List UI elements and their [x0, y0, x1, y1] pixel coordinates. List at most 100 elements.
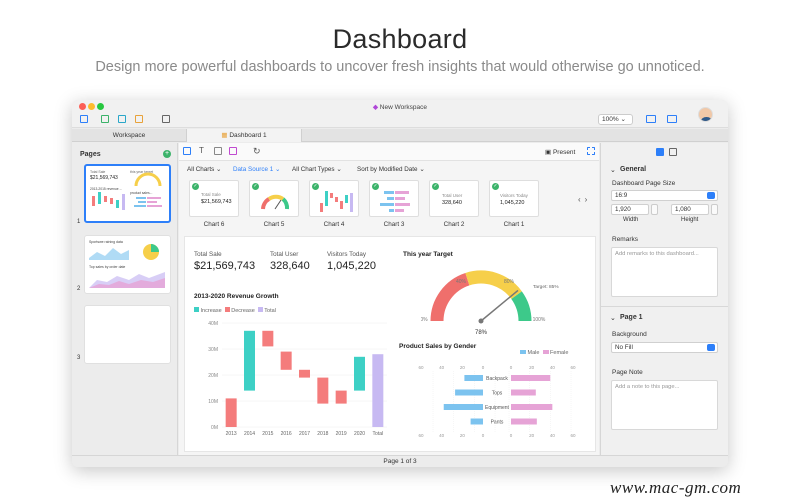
waterfall-bar[interactable] — [354, 356, 365, 391]
x-tick-label: 60 — [418, 365, 424, 370]
dashboard-canvas[interactable]: Total Sale $21,569,743 Total User 328,64… — [184, 236, 596, 452]
chart-carousel-arrows: ‹› — [578, 195, 591, 204]
page-section-title[interactable]: ⌄ Page 1 — [610, 314, 643, 322]
check-icon: ✓ — [192, 183, 199, 190]
tab-workspace[interactable]: Workspace — [72, 129, 187, 142]
zoom-value: 100% — [602, 116, 619, 123]
width-stepper[interactable] — [651, 204, 658, 215]
kpi-value: $21,569,743 — [194, 260, 256, 272]
height-label: Height — [681, 217, 699, 223]
duplicate-icon[interactable] — [162, 115, 170, 123]
zoom-select[interactable]: 100% ⌄ — [598, 114, 633, 125]
thumb2-label2: Top sales by order date — [89, 265, 125, 269]
filter-chart-types[interactable]: All Chart Types ⌄ — [292, 166, 342, 173]
x-tick-label: 40 — [550, 433, 556, 438]
page-number-2: 2 — [77, 286, 81, 292]
page-note-textarea[interactable]: Add a note to this page... — [611, 380, 718, 430]
page-thumbnail-3[interactable] — [84, 305, 171, 364]
waterfall-bar[interactable] — [372, 354, 384, 427]
window-title: ◆ New Workspace — [72, 103, 728, 111]
tab-dashboard-1[interactable]: ▦ Dashboard 1 — [187, 129, 302, 142]
waterfall-bar[interactable] — [225, 398, 237, 427]
thumb1-bar — [104, 196, 107, 202]
format-tab-icon[interactable] — [656, 148, 664, 156]
dataset-icon[interactable] — [118, 115, 126, 123]
width-field[interactable]: 1,920 — [611, 204, 649, 215]
gauge-band — [511, 291, 532, 322]
editor-toolbar: T ↻ ▣ Present — [179, 143, 599, 161]
chart-card-5[interactable]: ✓ Chart 5 — [249, 180, 299, 230]
left-panel-toggle-icon[interactable] — [646, 115, 656, 123]
chart-card-5-label: Chart 5 — [263, 221, 285, 228]
male-bar[interactable] — [455, 389, 483, 396]
chart-card-6[interactable]: ✓ Total Sale $21,569,743 Chart 6 — [189, 180, 239, 230]
waterfall-bar[interactable] — [280, 351, 292, 370]
waterfall-bar[interactable] — [299, 369, 310, 378]
table-icon[interactable] — [135, 115, 143, 123]
filter-all-charts[interactable]: All Charts ⌄ — [187, 166, 221, 173]
male-bar[interactable] — [470, 418, 483, 425]
chart-card-2[interactable]: ✓ Total User 328,640 Chart 2 — [429, 180, 479, 230]
tab-dashboard-label: Dashboard 1 — [229, 132, 267, 139]
thumb1-label3: 2013-2015 revenue ... — [90, 187, 122, 191]
right-panel-toggle-icon[interactable] — [667, 115, 677, 123]
background-select[interactable]: No Fill — [611, 342, 718, 353]
image-icon[interactable] — [214, 147, 222, 155]
female-bar[interactable] — [511, 418, 537, 425]
page-thumbnail-2[interactable]: Sportswe raining data Top sales by order… — [84, 235, 171, 294]
waterfall-title: 2013-2020 Revenue Growth — [194, 293, 279, 300]
add-page-button[interactable]: + — [163, 150, 171, 158]
chevron-down-icon: ⌄ — [275, 166, 281, 173]
filter-all-charts-label: All Charts — [187, 166, 215, 173]
gauge-title: This year Target — [403, 251, 453, 258]
gauge-tick-label: 100% — [533, 317, 546, 323]
copy-icon[interactable] — [101, 115, 109, 123]
waterfall-bar[interactable] — [317, 377, 329, 404]
zoom-window-button[interactable] — [97, 103, 104, 110]
text-icon[interactable]: T — [199, 146, 204, 155]
general-section-title[interactable]: ⌄ General — [610, 166, 646, 174]
data-tab-icon[interactable] — [669, 148, 677, 156]
shape-icon[interactable] — [229, 147, 237, 155]
present-button[interactable]: ▣ Present — [545, 148, 575, 156]
male-bar[interactable] — [464, 375, 483, 381]
waterfall-bar[interactable] — [262, 330, 274, 347]
filter-data-source-label: Data Source 1 — [233, 166, 274, 173]
x-tick-label: 2015 — [262, 431, 273, 437]
close-window-button[interactable] — [79, 103, 86, 110]
height-stepper[interactable] — [711, 204, 718, 215]
chart-card-4[interactable]: ✓ Chart 4 — [309, 180, 359, 230]
thumb1-hbar — [147, 205, 162, 207]
chevron-right-icon[interactable]: › — [584, 195, 592, 204]
page-thumbnail-1[interactable]: Total Sale $21,569,743 this year target … — [84, 164, 171, 223]
female-bar[interactable] — [511, 375, 551, 381]
refresh-icon[interactable]: ↻ — [253, 146, 261, 156]
page-thumbnail-2-preview: Sportswe raining data Top sales by order… — [89, 240, 165, 288]
chart-card-3[interactable]: ✓ Chart 3 — [369, 180, 419, 230]
filter-data-source[interactable]: Data Source 1 ⌄ — [233, 166, 280, 173]
watermark-text: www.mac-gm.com — [610, 478, 742, 497]
height-field[interactable]: 1,080 — [671, 204, 709, 215]
filter-sort[interactable]: Sort by Modified Date ⌄ — [357, 166, 425, 173]
minimize-window-button[interactable] — [88, 103, 95, 110]
legend-total: Total — [264, 308, 276, 314]
female-bar[interactable] — [511, 389, 536, 396]
chart-icon[interactable] — [183, 147, 191, 155]
x-tick-label: 0 — [510, 365, 513, 370]
remarks-textarea[interactable]: Add remarks to this dashboard... — [611, 247, 718, 297]
female-bar[interactable] — [511, 404, 553, 410]
legend-decrease: Decrease — [231, 308, 255, 314]
save-icon[interactable] — [80, 115, 88, 123]
filter-chart-types-label: All Chart Types — [292, 166, 335, 173]
chart-card-3-preview: ✓ — [369, 180, 419, 217]
male-bar[interactable] — [443, 404, 483, 410]
chevron-left-icon[interactable]: ‹ — [578, 195, 585, 204]
chart-card-1[interactable]: ✓ Visitors Today 1,045,220 Chart 1 — [489, 180, 539, 230]
kpi-label: Total Sale — [194, 251, 222, 258]
page-size-select[interactable]: 16:9 — [611, 190, 718, 201]
waterfall-bar[interactable] — [244, 330, 255, 391]
fullscreen-icon[interactable] — [587, 147, 595, 155]
gauge-band — [430, 272, 470, 322]
avatar[interactable] — [698, 107, 713, 122]
waterfall-bar[interactable] — [335, 390, 347, 404]
